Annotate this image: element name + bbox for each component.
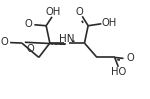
Text: O: O (75, 7, 83, 17)
Text: •: • (71, 39, 75, 44)
Text: O: O (0, 37, 8, 47)
Text: O: O (127, 53, 135, 63)
Text: HN: HN (59, 34, 75, 44)
Text: OH: OH (46, 7, 61, 17)
Text: HO: HO (111, 67, 126, 77)
Text: O: O (25, 19, 32, 29)
Text: OH: OH (101, 18, 116, 28)
Text: O: O (26, 44, 34, 54)
